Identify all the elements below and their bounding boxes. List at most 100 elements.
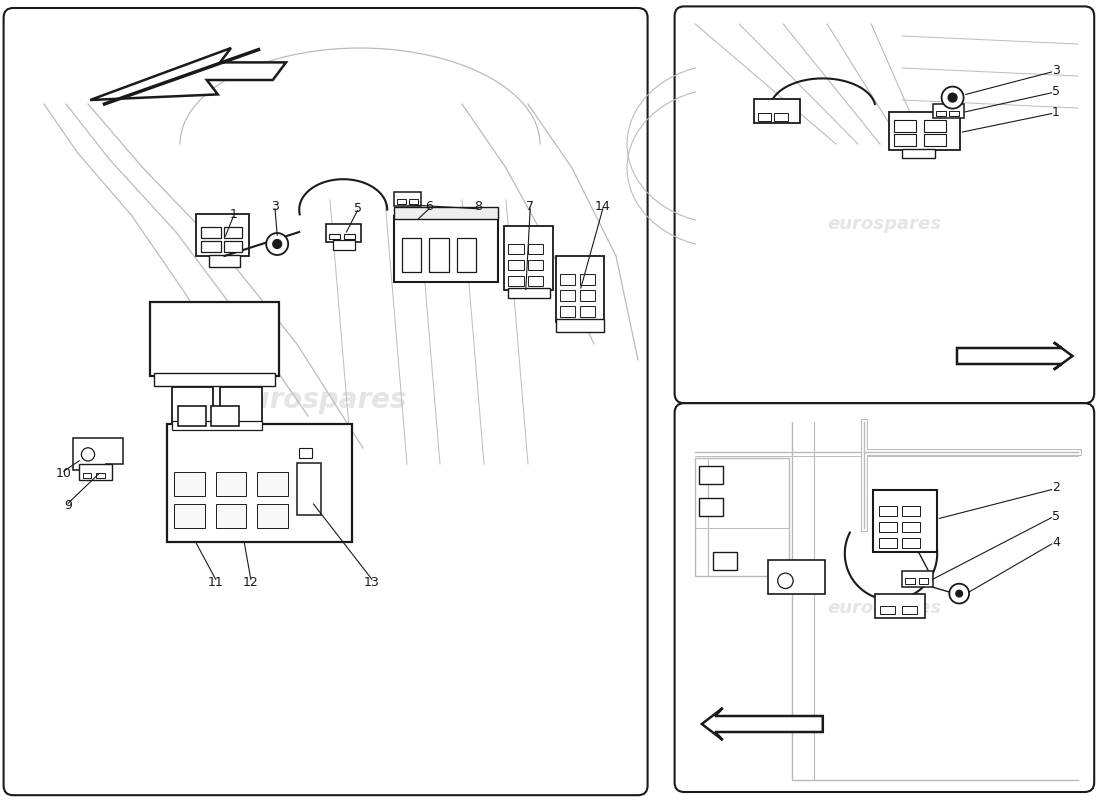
- Bar: [560, 274, 575, 285]
- Bar: [528, 260, 543, 270]
- Bar: [299, 448, 312, 458]
- Bar: [768, 560, 825, 594]
- Text: 5: 5: [1052, 510, 1060, 522]
- Text: 4: 4: [1052, 536, 1060, 549]
- Circle shape: [778, 573, 793, 589]
- Text: 14: 14: [595, 200, 610, 213]
- Text: 10: 10: [56, 467, 72, 480]
- Bar: [508, 288, 550, 298]
- Bar: [211, 406, 239, 426]
- Bar: [508, 276, 524, 286]
- Bar: [698, 498, 723, 516]
- Bar: [224, 227, 242, 238]
- Bar: [889, 112, 960, 150]
- Text: 2: 2: [1052, 482, 1060, 494]
- Text: 7: 7: [526, 200, 535, 213]
- Circle shape: [942, 86, 964, 109]
- Bar: [329, 234, 340, 239]
- Bar: [456, 238, 476, 272]
- Text: 6: 6: [425, 200, 433, 213]
- Text: 1: 1: [1052, 106, 1060, 118]
- Bar: [933, 104, 964, 118]
- Bar: [96, 473, 104, 478]
- Circle shape: [273, 240, 282, 249]
- Bar: [402, 238, 421, 272]
- Bar: [196, 214, 249, 256]
- Bar: [874, 594, 925, 618]
- Bar: [556, 319, 604, 332]
- Bar: [902, 538, 920, 548]
- Bar: [905, 578, 915, 584]
- Circle shape: [956, 590, 962, 597]
- Bar: [154, 373, 275, 386]
- FancyBboxPatch shape: [674, 6, 1094, 403]
- Bar: [580, 290, 595, 301]
- Bar: [902, 506, 920, 516]
- Bar: [556, 256, 604, 322]
- Bar: [429, 238, 449, 272]
- Bar: [397, 199, 406, 204]
- Bar: [528, 276, 543, 286]
- Text: 1: 1: [229, 208, 238, 221]
- Bar: [257, 472, 288, 496]
- Bar: [924, 134, 946, 146]
- Bar: [394, 192, 421, 206]
- Bar: [344, 234, 355, 239]
- Bar: [333, 240, 355, 250]
- Bar: [902, 571, 933, 587]
- Bar: [297, 463, 321, 515]
- Text: 9: 9: [64, 499, 73, 512]
- Circle shape: [266, 233, 288, 255]
- Bar: [918, 578, 928, 584]
- Bar: [174, 504, 205, 528]
- Text: 3: 3: [1052, 64, 1060, 77]
- FancyBboxPatch shape: [674, 403, 1094, 792]
- Text: eurospares: eurospares: [231, 386, 407, 414]
- Bar: [220, 387, 262, 422]
- Bar: [560, 306, 575, 317]
- Bar: [172, 387, 213, 422]
- Bar: [201, 241, 221, 252]
- Text: 5: 5: [1052, 85, 1060, 98]
- Bar: [216, 504, 246, 528]
- Circle shape: [949, 584, 969, 603]
- Bar: [879, 522, 896, 532]
- Bar: [713, 552, 737, 570]
- Bar: [879, 538, 896, 548]
- Bar: [560, 290, 575, 301]
- Bar: [936, 111, 946, 116]
- Text: eurospares: eurospares: [827, 599, 942, 617]
- Polygon shape: [702, 708, 823, 740]
- Bar: [209, 255, 240, 267]
- Bar: [201, 227, 221, 238]
- Text: 13: 13: [364, 576, 380, 589]
- Text: 8: 8: [474, 200, 483, 213]
- Bar: [758, 113, 771, 121]
- Bar: [172, 421, 262, 430]
- Text: 11: 11: [208, 576, 223, 589]
- Bar: [949, 111, 959, 116]
- Bar: [580, 274, 595, 285]
- Text: eurospares: eurospares: [827, 215, 942, 233]
- Bar: [508, 244, 524, 254]
- Polygon shape: [957, 342, 1072, 370]
- Bar: [754, 99, 800, 123]
- Bar: [698, 466, 723, 484]
- Bar: [150, 302, 279, 376]
- Polygon shape: [90, 48, 286, 100]
- Bar: [79, 464, 112, 480]
- FancyBboxPatch shape: [3, 8, 648, 795]
- Bar: [695, 458, 789, 576]
- Bar: [880, 606, 895, 614]
- Bar: [580, 306, 595, 317]
- Bar: [409, 199, 418, 204]
- Text: 5: 5: [353, 202, 362, 214]
- Circle shape: [81, 448, 95, 461]
- Bar: [528, 244, 543, 254]
- Bar: [873, 490, 937, 552]
- Bar: [224, 241, 242, 252]
- Bar: [394, 207, 498, 219]
- Bar: [902, 522, 920, 532]
- Text: 3: 3: [271, 200, 279, 213]
- Bar: [508, 260, 524, 270]
